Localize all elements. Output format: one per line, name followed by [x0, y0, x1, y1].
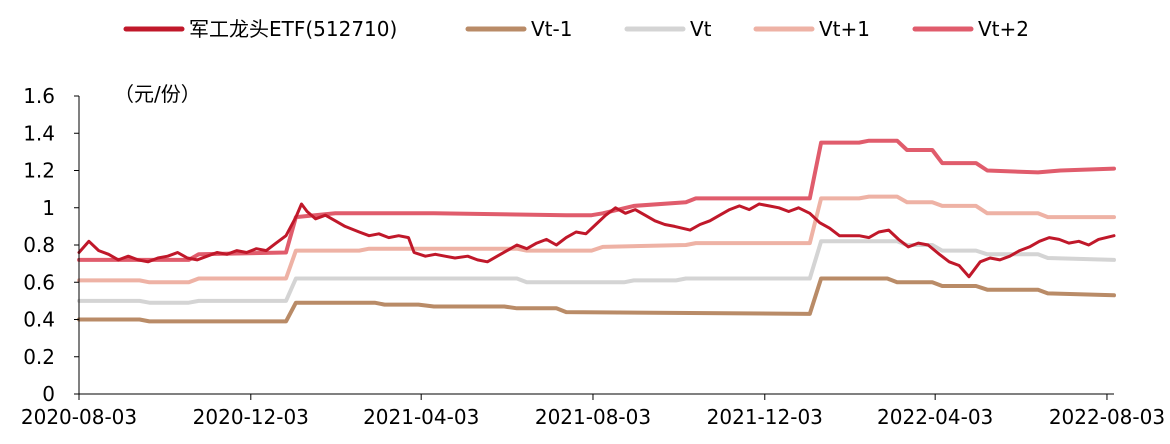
- legend: 军工龙头ETF(512710) Vt-1 Vt Vt+1 Vt+2: [123, 17, 1029, 41]
- series-line-1: [77, 276, 1116, 324]
- y-tick-label: 1.4: [23, 121, 55, 145]
- x-tick-label: 2020-08-03: [21, 405, 137, 429]
- y-tick-label: 0: [42, 382, 55, 406]
- y-tick-label: 0.2: [23, 345, 55, 369]
- y-tick-label: 1.6: [23, 84, 55, 108]
- legend-label-2: Vt: [690, 17, 712, 41]
- y-tick-label: 0.6: [23, 270, 55, 294]
- x-tick-label: 2021-12-03: [707, 405, 823, 429]
- y-tick-label: 0.4: [23, 308, 55, 332]
- x-tick-label: 2021-04-03: [363, 405, 479, 429]
- x-tick-label: 2022-04-03: [877, 405, 993, 429]
- series-line-4: [77, 138, 1116, 262]
- legend-label-1: Vt-1: [531, 17, 572, 41]
- axes: [78, 96, 1114, 395]
- y-tick-label: 1.2: [23, 159, 55, 183]
- x-axis-ticks: 2020-08-03 2020-12-03 2021-04-03 2021-08-03…: [21, 394, 1165, 429]
- series-line-3: [77, 194, 1116, 285]
- legend-label-3: Vt+1: [819, 17, 870, 41]
- x-tick-label: 2021-08-03: [535, 405, 651, 429]
- series-line-0: [77, 202, 1116, 279]
- x-tick-label: 2022-08-03: [1049, 405, 1165, 429]
- y-tick-label: 0.8: [23, 233, 55, 257]
- x-tick-label: 2020-12-03: [193, 405, 309, 429]
- series-layer: [77, 138, 1116, 324]
- y-tick-label: 1: [42, 196, 55, 220]
- y-axis-ticks: 0 0.2 0.4 0.6 0.8 1 1.2 1.4 1.6: [23, 84, 79, 406]
- legend-label-4: Vt+2: [978, 17, 1029, 41]
- legend-label-0: 军工龙头ETF(512710): [189, 17, 397, 41]
- unit-label: （元/份）: [114, 82, 201, 106]
- series-line-2: [77, 239, 1116, 305]
